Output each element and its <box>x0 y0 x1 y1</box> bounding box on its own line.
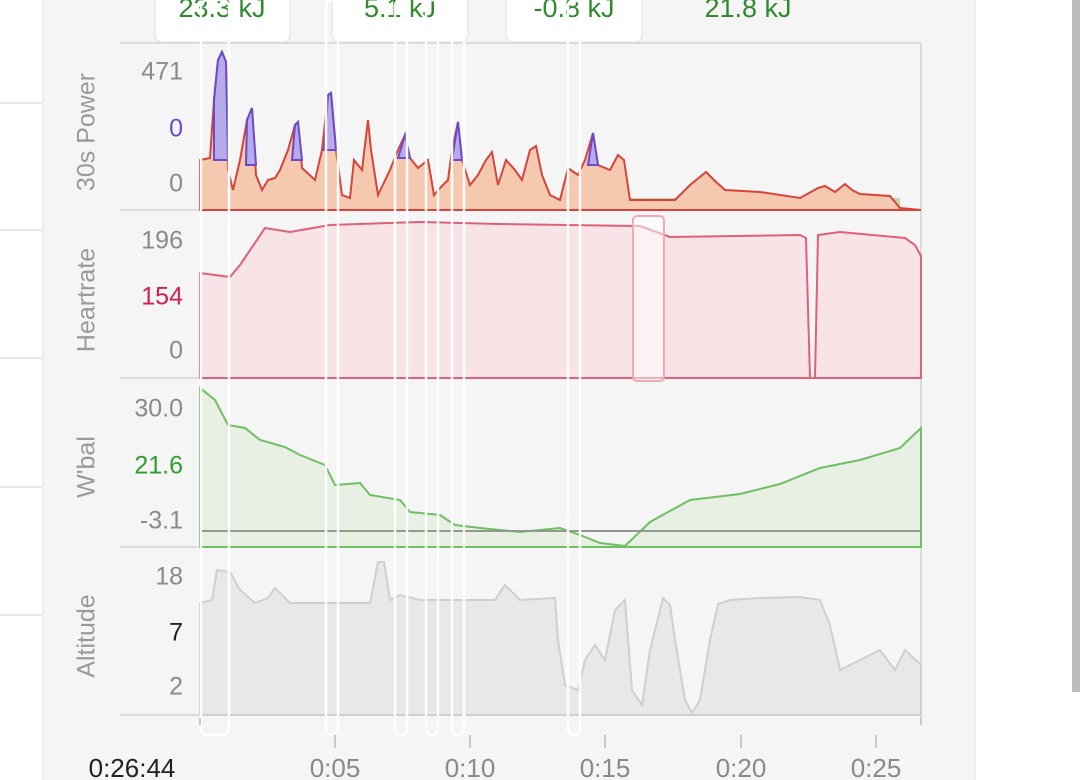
x-tick-marks <box>199 718 922 748</box>
heartrate-curve <box>199 220 922 379</box>
tick-label: 196 <box>141 227 183 255</box>
tick-label: 0 <box>169 115 183 143</box>
tick-label: 154 <box>141 283 183 311</box>
left-strip <box>0 0 42 780</box>
summary-label: 23.3 kJ <box>178 0 265 23</box>
tick-label: 471 <box>141 58 183 86</box>
summary-label: -0.8 kJ <box>533 0 614 23</box>
tick-label: 0 <box>169 337 183 365</box>
x-tick-label: 0:05 <box>310 753 361 780</box>
tick-label: -3.1 <box>140 507 183 535</box>
tick-label: 2 <box>169 673 183 701</box>
highlight <box>632 215 665 382</box>
panel-title: 30s Power <box>73 73 101 191</box>
wbal-curve <box>199 385 922 548</box>
summary-label: 21.8 kJ <box>704 0 791 23</box>
lap-markers <box>199 0 582 737</box>
tick-label: 18 <box>155 563 183 591</box>
duration: 0:26:44 <box>89 753 176 780</box>
tick-label: 21.6 <box>134 452 183 480</box>
summary-label: 5.1 kJ <box>364 0 436 23</box>
tick-label: 0 <box>169 170 183 198</box>
tick-label: 30.0 <box>134 395 183 423</box>
scrollbar <box>1072 0 1080 692</box>
altitude-curve <box>199 561 922 716</box>
tick-label: 7 <box>169 619 183 647</box>
panel-title: Altitude <box>73 594 101 677</box>
panel-title: Heartrate <box>73 248 101 352</box>
x-tick-label: 0:10 <box>445 753 496 780</box>
x-tick-label: 0:15 <box>580 753 631 780</box>
x-tick-label: 0:25 <box>851 753 902 780</box>
panel-title: W'bal <box>73 436 101 498</box>
list-dividers <box>0 102 42 616</box>
x-tick-label: 0:20 <box>716 753 767 780</box>
